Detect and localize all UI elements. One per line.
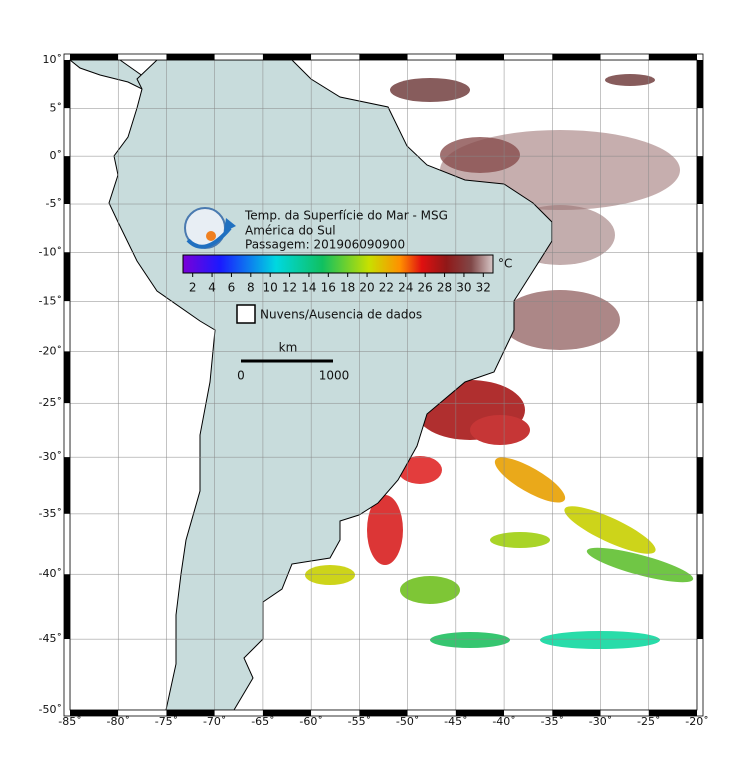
colorbar-tick-label: 4: [208, 281, 216, 295]
colorbar-tick-label: 30: [456, 281, 471, 295]
legend-swatch: [236, 304, 256, 324]
colorbar-tick-label: 28: [437, 281, 452, 295]
lon-tick-label: -35˚: [541, 715, 564, 728]
colorbar-tick-label: 14: [301, 281, 316, 295]
colorbar-tick-label: 18: [340, 281, 355, 295]
colorbar-tick-label: 2: [189, 281, 197, 295]
lat-tick-label: -20˚: [39, 344, 62, 357]
colorbar-tick-label: 24: [398, 281, 413, 295]
lat-tick-label: -30˚: [39, 450, 62, 463]
frame-border: [63, 53, 704, 717]
colorbar-tick-label: 6: [228, 281, 236, 295]
lat-tick-label: 0˚: [50, 149, 63, 162]
colorbar-tick-label: 10: [263, 281, 278, 295]
lat-tick-label: 10˚: [43, 53, 63, 66]
lon-tick-label: -25˚: [637, 715, 660, 728]
colorbar-tick-label: 22: [379, 281, 394, 295]
colorbar-tick-label: 8: [247, 281, 255, 295]
map-pass: Passagem: 201906090900: [245, 238, 405, 252]
logo: [184, 207, 236, 249]
colorbar-ticks: 2 4 6 8 10 12 14 16 18 20 22 24 26 28 30 32: [189, 273, 491, 295]
colorbar-unit: °C: [498, 257, 512, 271]
lat-tick-label: -5˚: [46, 197, 62, 210]
lon-tick-label: -70˚: [203, 715, 226, 728]
frame: [63, 53, 704, 717]
lon-tick-label: -45˚: [444, 715, 467, 728]
lon-tick-label: -30˚: [589, 715, 612, 728]
scale-unit: km: [279, 341, 298, 355]
lon-tick-label: -20˚: [685, 715, 708, 728]
map-area: [70, 60, 697, 710]
map-title: Temp. da Superfície do Mar - MSG: [244, 209, 448, 223]
colorbar-tick-label: 20: [359, 281, 374, 295]
scale-label: 1000: [319, 369, 350, 383]
lat-tick-label: -10˚: [39, 245, 62, 258]
colorbar-tick-label: 32: [476, 281, 491, 295]
lat-tick-label: 5˚: [50, 101, 63, 114]
lat-tick-label: -35˚: [39, 507, 62, 520]
lon-tick-label: -50˚: [396, 715, 419, 728]
lat-tick-label: -50˚: [39, 703, 62, 716]
lon-tick-label: -55˚: [348, 715, 371, 728]
lat-tick-label: -45˚: [39, 632, 62, 645]
frame-border: [69, 59, 698, 711]
colorbar-tick-label: 16: [321, 281, 336, 295]
lon-tick-label: -80˚: [106, 715, 129, 728]
lon-tick-label: -65˚: [251, 715, 274, 728]
colorbar-tick-label: 26: [418, 281, 433, 295]
central-america: [70, 60, 148, 90]
lon-tick-label: -75˚: [155, 715, 178, 728]
colorbar-tick-label: 12: [282, 281, 297, 295]
lon-tick-label: -60˚: [299, 715, 322, 728]
scale-label: 0: [237, 369, 245, 383]
lon-tick-label: -40˚: [492, 715, 515, 728]
lat-tick-label: -40˚: [39, 567, 62, 580]
colorbar: [182, 254, 494, 274]
map-region: América do Sul: [245, 224, 336, 238]
lat-tick-label: -25˚: [39, 396, 62, 409]
lat-tick-label: -15˚: [39, 294, 62, 307]
lon-tick-label: -85˚: [58, 715, 81, 728]
legend-label: Nuvens/Ausencia de dados: [260, 308, 422, 322]
